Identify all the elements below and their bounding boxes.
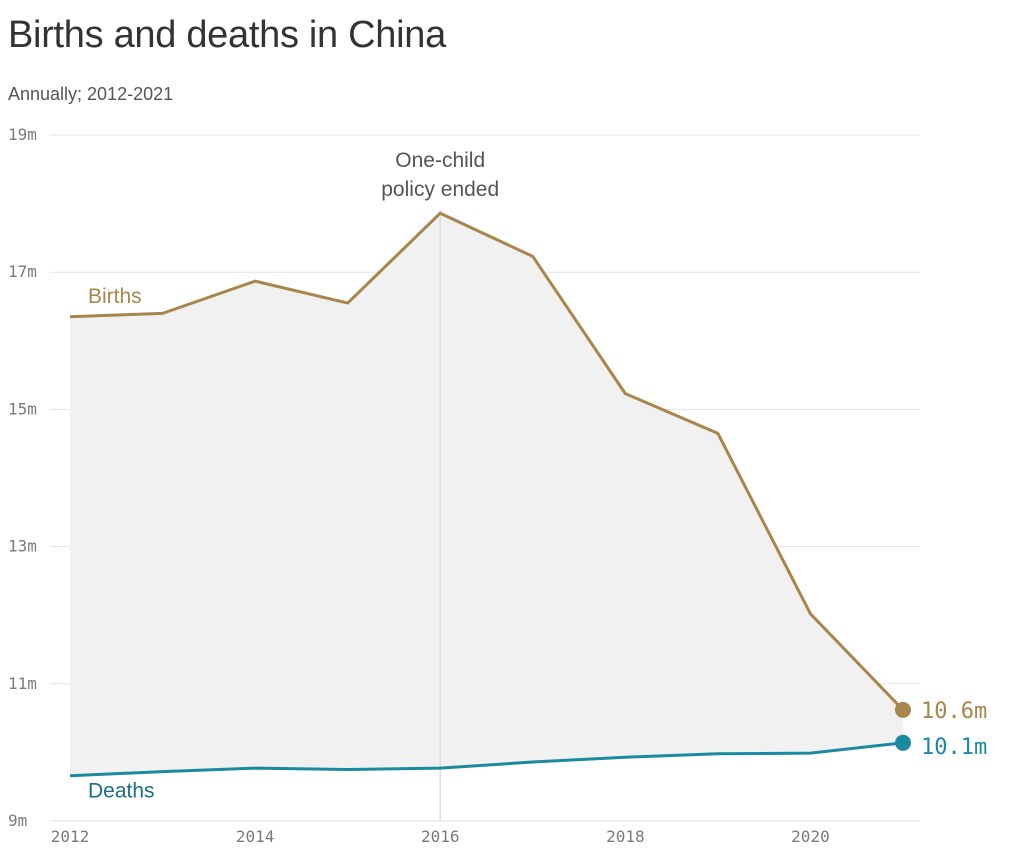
y-tick-label-17: 17m xyxy=(8,262,37,281)
x-tick-label-2018: 2018 xyxy=(606,827,645,846)
chart-title: Births and deaths in China xyxy=(8,14,446,56)
x-tick-label-2012: 2012 xyxy=(51,827,90,846)
y-tick-label-11: 11m xyxy=(8,674,37,693)
x-axis-ticks: 2012 2014 2016 2018 2020 xyxy=(51,827,830,846)
births-line xyxy=(69,211,905,711)
series-label-deaths: Deaths xyxy=(88,780,155,803)
series-lines xyxy=(69,211,911,778)
deaths-point-2021 xyxy=(895,734,911,751)
y-tick-label-9: 9m xyxy=(8,811,27,830)
series-label-births: Births xyxy=(88,285,142,308)
chart-subtitle: Annually; 2012-2021 xyxy=(8,84,174,104)
annotation-line-2: policy ended xyxy=(381,178,499,201)
y-axis-ticks: 9m 11m 13m 15m 17m 19m xyxy=(8,125,37,830)
y-tick-label-13: 13m xyxy=(8,537,37,556)
end-label-births: 10.6m xyxy=(921,699,987,724)
y-tick-label-15: 15m xyxy=(8,399,37,418)
births-deaths-gap-area xyxy=(70,213,903,776)
births-point-2021 xyxy=(895,701,911,718)
x-tick-label-2016: 2016 xyxy=(421,827,460,846)
x-tick-label-2014: 2014 xyxy=(236,827,275,846)
annotation-line-1: One-child xyxy=(395,149,485,172)
y-tick-label-19: 19m xyxy=(8,125,37,144)
end-label-deaths: 10.1m xyxy=(921,735,987,760)
deaths-line xyxy=(69,741,904,778)
x-tick-label-2020: 2020 xyxy=(791,827,830,846)
